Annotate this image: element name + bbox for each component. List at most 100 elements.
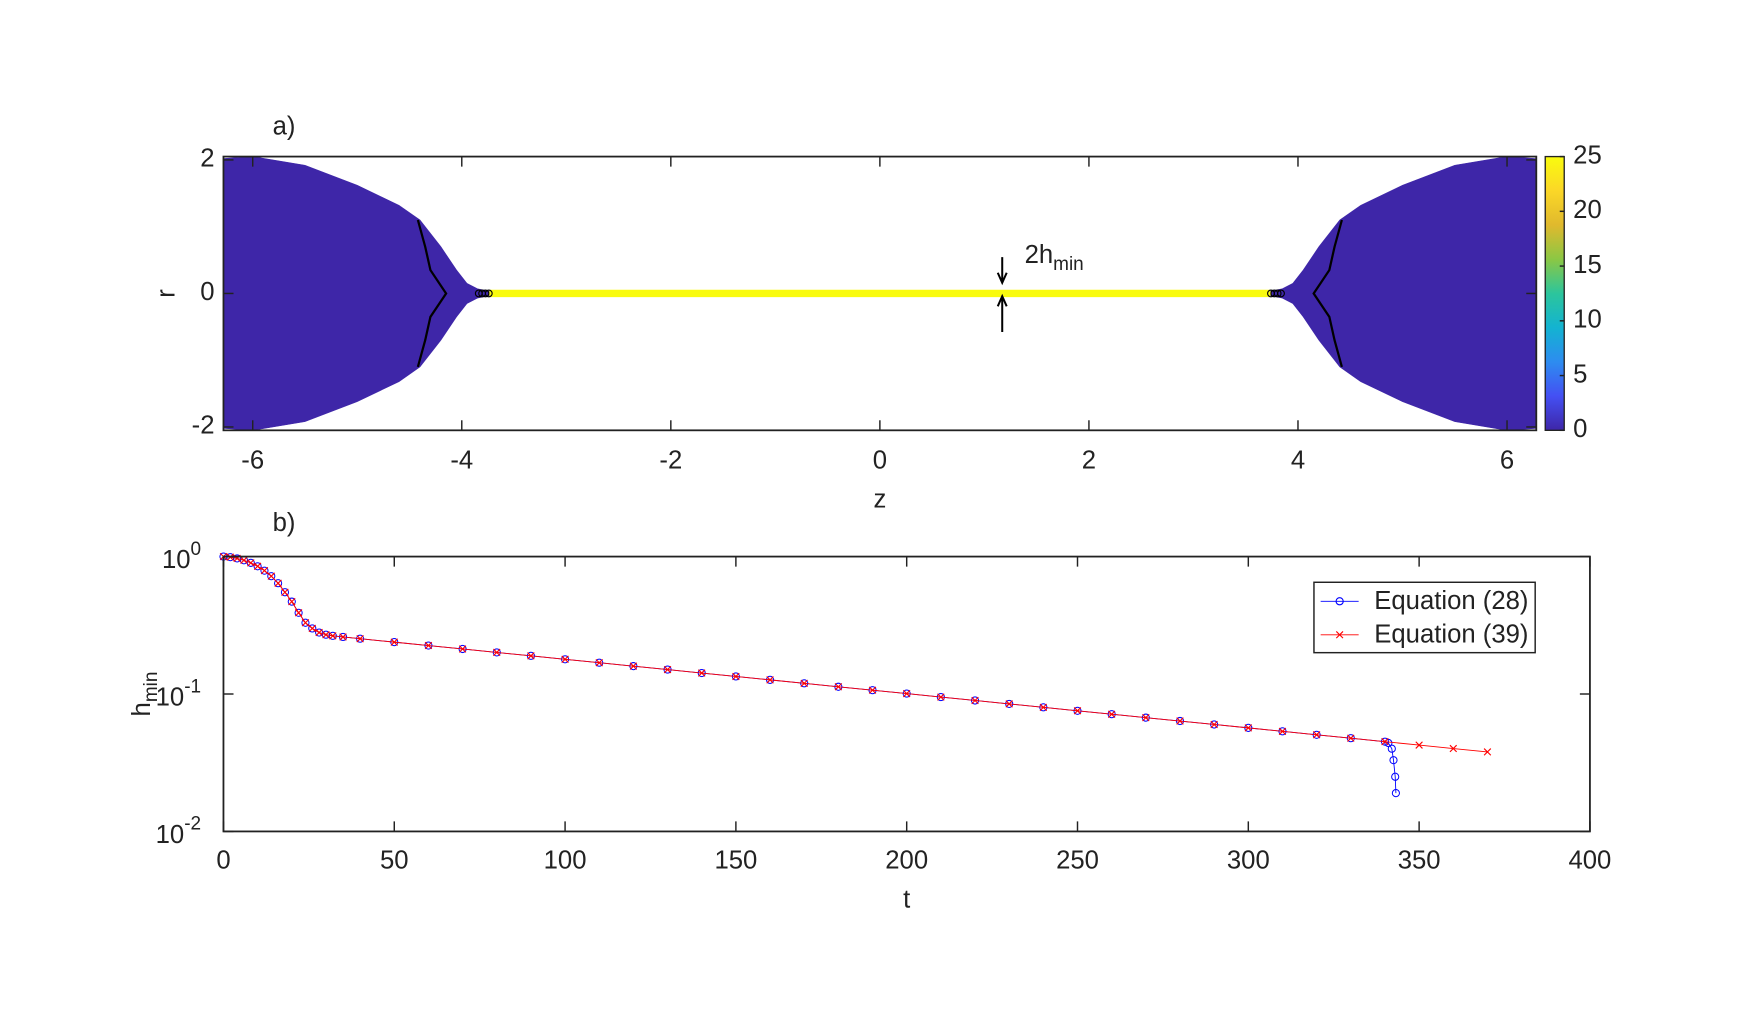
y-axis-label-main: h <box>128 702 156 716</box>
data-point <box>247 559 255 567</box>
pinch-mark <box>478 289 487 298</box>
data-point <box>834 683 843 691</box>
data-point <box>1415 741 1423 749</box>
y-tick-label-main: 10 <box>156 821 185 849</box>
data-point <box>458 645 467 653</box>
x-tick-label: 50 <box>380 846 409 874</box>
data-point <box>322 630 330 639</box>
data-point <box>1039 703 1048 712</box>
data-point <box>424 641 433 650</box>
y-tick-label: -2 <box>192 412 215 440</box>
data-point <box>294 608 303 617</box>
data-point <box>561 655 569 664</box>
x-axis-label: t <box>903 885 910 913</box>
x-tick-label: 2 <box>1082 446 1096 474</box>
x-tick-label: 4 <box>1291 446 1305 474</box>
data-point <box>253 562 262 571</box>
data-point <box>937 693 945 701</box>
region <box>489 291 1271 298</box>
colorbar-tick-label: 0 <box>1573 415 1587 443</box>
annotation-main: 2h <box>1025 241 1054 269</box>
y-axis-label: hmin <box>128 672 162 717</box>
data-point <box>1391 772 1400 781</box>
panel-label: b) <box>273 509 296 537</box>
x-tick-label: 300 <box>1227 846 1270 874</box>
data-point <box>288 597 296 606</box>
arrow <box>996 293 1008 332</box>
data-point <box>800 679 808 688</box>
x-tick-label: 250 <box>1056 846 1099 874</box>
y-axis-label: r <box>152 289 180 298</box>
pinch-mark <box>474 289 483 298</box>
x-tick-label: 200 <box>885 846 928 874</box>
colorbar-tick-label: 15 <box>1573 251 1602 279</box>
contour <box>1312 219 1343 368</box>
x-axis-label: z <box>873 485 886 513</box>
x-tick-label: -2 <box>659 446 682 474</box>
data-point <box>280 588 290 597</box>
data-point <box>240 556 248 565</box>
legend-marker <box>1335 597 1344 606</box>
annotation: 2hmin <box>1025 241 1084 275</box>
series-line <box>223 556 1397 794</box>
data-point <box>1278 727 1287 736</box>
data-point <box>1389 756 1398 765</box>
data-point <box>1381 737 1389 746</box>
x-tick-label: 0 <box>216 846 230 874</box>
legend-box <box>1313 581 1536 654</box>
data-point <box>902 689 911 698</box>
y-tick-label: 10-2 <box>156 814 201 849</box>
colorbar-tick-label: 10 <box>1573 306 1602 334</box>
panel-label: a) <box>273 112 296 140</box>
data-point <box>301 618 310 627</box>
colorbar <box>1544 155 1565 431</box>
y-tick-label-sub: 0 <box>191 539 202 560</box>
colorbar-tick-label: 5 <box>1573 360 1587 388</box>
y-tick-label: 0 <box>200 278 214 306</box>
data-point <box>1449 744 1458 753</box>
data-point <box>329 632 337 640</box>
data-point <box>274 579 282 587</box>
contour <box>416 219 448 368</box>
x-tick-label: -6 <box>241 446 264 474</box>
data-point <box>260 566 269 575</box>
x-tick-label: -4 <box>450 446 473 474</box>
data-point <box>971 696 979 705</box>
data-point <box>766 676 774 684</box>
region <box>223 156 492 294</box>
data-point <box>260 566 269 575</box>
data-point <box>1244 724 1253 732</box>
y-tick-label-main: 10 <box>156 683 185 711</box>
data-point <box>868 686 877 694</box>
data-point <box>301 618 310 627</box>
data-point <box>315 628 323 637</box>
colorbar-tick-label: 25 <box>1573 141 1602 169</box>
data-point <box>1483 748 1492 756</box>
data-point <box>732 672 740 681</box>
data-point <box>1142 713 1150 722</box>
data-point <box>663 665 672 674</box>
data-point <box>527 652 535 660</box>
series-line <box>223 556 1488 753</box>
data-point <box>1391 789 1400 798</box>
data-point <box>267 572 276 580</box>
y-tick-label: 100 <box>162 539 201 574</box>
data-point <box>281 588 289 597</box>
data-point <box>595 658 603 667</box>
data-point <box>308 624 317 633</box>
data-point <box>493 648 501 657</box>
arrow <box>996 257 1008 286</box>
legend-marker <box>1335 631 1344 639</box>
data-point <box>1073 707 1082 715</box>
y-tick-label: 2 <box>200 145 214 173</box>
colorbar-tick-label: 20 <box>1573 196 1602 224</box>
x-tick-label: 400 <box>1568 846 1611 874</box>
data-point <box>294 609 303 617</box>
y-tick-label-sub: -1 <box>184 676 201 697</box>
x-tick-label: 6 <box>1500 446 1514 474</box>
data-point <box>1347 734 1355 742</box>
y-tick-label-main: 10 <box>162 546 191 574</box>
x-tick-label: 100 <box>544 846 587 874</box>
data-point <box>1387 744 1396 753</box>
